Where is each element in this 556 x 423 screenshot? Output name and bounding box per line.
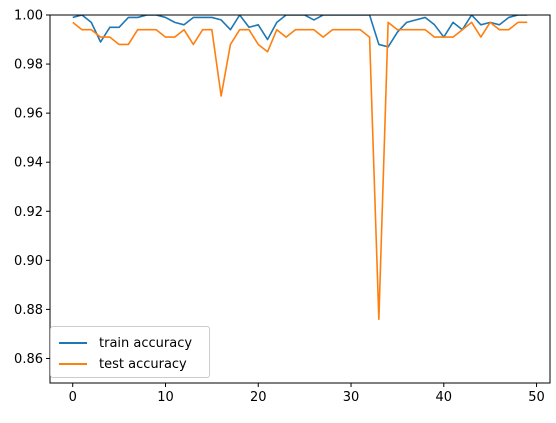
- x-tick-label: 10: [157, 390, 174, 405]
- legend-label-test: test accuracy: [99, 356, 187, 372]
- y-tick-label: 0.88: [14, 303, 43, 318]
- x-axis: 0 10 20 30 40 50: [69, 383, 545, 405]
- legend-entry-test: test accuracy: [59, 354, 187, 374]
- y-tick-label: 0.98: [14, 58, 43, 73]
- y-tick-label: 0.94: [14, 156, 43, 171]
- x-tick-label: 50: [528, 390, 545, 405]
- y-axis: 0.86 0.88 0.90 0.92 0.94 0.96 0.98 1.00: [14, 9, 50, 367]
- x-tick-label: 40: [436, 390, 453, 405]
- y-tick-label: 1.00: [14, 9, 43, 24]
- x-tick-label: 0: [69, 390, 77, 405]
- series-group: [72, 15, 528, 321]
- legend-label-train: train accuracy: [99, 335, 193, 351]
- y-tick-label: 0.96: [14, 107, 43, 122]
- y-tick-label: 0.86: [14, 352, 43, 367]
- y-tick-label: 0.90: [14, 254, 43, 269]
- legend-entry-train: train accuracy: [59, 333, 192, 353]
- legend: train accuracy test accuracy: [50, 326, 210, 378]
- y-tick-label: 0.92: [14, 205, 43, 220]
- plot-frame: [49, 14, 551, 384]
- x-tick-label: 30: [343, 390, 360, 405]
- series-line-test: [72, 21, 528, 321]
- legend-swatch-test: [59, 363, 87, 365]
- legend-swatch-train: [59, 342, 87, 344]
- series-line-train: [72, 15, 528, 48]
- x-tick-label: 20: [250, 390, 267, 405]
